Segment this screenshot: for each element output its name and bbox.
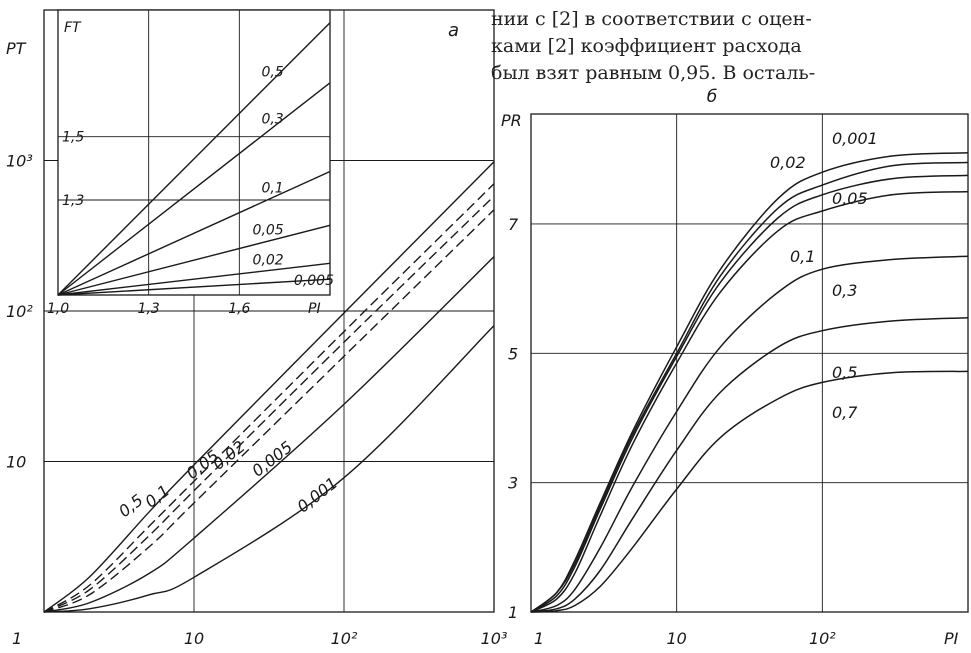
panel-a-series-label: 0,001 — [293, 473, 341, 516]
text-block: нии с [2] в соответствии с оцен- ками [2… — [491, 6, 967, 87]
panel-a-chart: 1 10 10² 10³ 10 10² 10³ PT а 0,5 0,1 0,05 0,02 0,005 0… — [6, 9, 508, 648]
panel-b-series-line — [530, 190, 969, 613]
inset-series-line — [57, 224, 331, 296]
panel-b-series-label: 0,3 — [832, 281, 857, 300]
panel-b-series-label: 0,02 — [770, 153, 806, 172]
panel-b-label: б — [707, 87, 717, 107]
panel-b-series-label: 0,05 — [832, 189, 868, 208]
panel-b-series-line — [530, 174, 969, 613]
panel-a-series-label: 0,1 — [141, 481, 173, 512]
panel-b-series-line — [530, 370, 969, 613]
panel-b-x-tick-label: 10² — [809, 629, 836, 648]
inset-x-axis-label: PI — [308, 301, 321, 317]
panel-a-y-tick-label: 10² — [6, 302, 33, 321]
inset-series-label: 0,3 — [261, 112, 283, 128]
inset-x-tick-label: 1,6 — [228, 301, 250, 317]
panel-a-series-line — [43, 161, 495, 613]
inset-frame — [57, 9, 331, 296]
inset-series-line — [57, 262, 331, 296]
inset-series-line — [57, 170, 331, 296]
panel-b-y-tick-label: 3 — [508, 474, 518, 493]
text-line: ками [2] коэффициент расхода — [491, 35, 802, 57]
panel-a-x-tick-label: 1 — [12, 629, 22, 648]
panel-a-label: а — [448, 20, 459, 41]
panel-b-y-axis-label: PR — [501, 111, 522, 130]
inset-series-line — [57, 82, 331, 296]
panel-b-series-label: 0,5 — [832, 363, 857, 382]
inset-series-label: 0,05 — [253, 223, 284, 239]
text-line: был взят равным 0,95. В осталь- — [491, 62, 816, 84]
panel-b-y-tick-label: 1 — [508, 603, 518, 622]
panel-b-series-line — [530, 161, 969, 613]
panel-a-y-tick-label: 10³ — [6, 152, 33, 171]
panel-a-series-line — [43, 256, 495, 613]
inset-y-tick-label: 1,3 — [62, 193, 84, 209]
inset-y-tick-label: 1,5 — [62, 130, 84, 146]
panel-b-x-tick-label: 10 — [666, 629, 686, 648]
panel-a-x-tick-label: 10 — [184, 629, 204, 648]
panel-a-series-line — [43, 195, 495, 613]
panel-a-x-tick-label: 10² — [331, 629, 358, 648]
panel-b-series-line — [530, 316, 969, 613]
text-line: нии с [2] в соответствии с оцен- — [491, 8, 812, 30]
inset-series-label: 0,5 — [261, 65, 283, 81]
panel-a-y-tick-label: 10 — [6, 453, 26, 472]
panel-b-frame — [530, 113, 969, 613]
panel-b-series-line — [530, 152, 969, 613]
inset-y-axis-label: FT — [64, 20, 82, 36]
inset-x-tick-label: 1,3 — [138, 301, 160, 317]
panel-b-y-tick-label: 5 — [508, 344, 518, 363]
inset-series-line — [57, 22, 331, 296]
panel-a-x-tick-label: 10³ — [481, 629, 508, 648]
panel-b-series-label: 0,7 — [832, 403, 858, 422]
inset-series-label: 0,1 — [261, 181, 283, 197]
panel-b-y-tick-label: 7 — [508, 215, 519, 234]
panel-b-x-axis-label: PI — [944, 629, 959, 648]
panel-b-series-label: 0,1 — [790, 247, 815, 266]
panel-b-chart: 1 10 10² 1 3 5 7 PR PI б 0,001 0,02 0,05 0,1 0,3 0,5 0,7 — [501, 87, 969, 648]
panel-a-series-line — [43, 209, 495, 613]
panel-a-series-line — [43, 183, 495, 613]
inset-series-label: 0,02 — [253, 252, 284, 268]
panel-a-series-line — [43, 325, 495, 613]
panel-b-x-tick-label: 1 — [534, 629, 544, 648]
panel-b-series-line — [530, 255, 969, 613]
inset-series-line — [57, 278, 331, 296]
panel-a-y-axis-label: PT — [6, 39, 27, 58]
panel-b-series-label: 0,001 — [832, 129, 878, 148]
inset-x-tick-label: 1,0 — [47, 301, 69, 317]
inset-series-label: 0,005 — [294, 273, 334, 289]
